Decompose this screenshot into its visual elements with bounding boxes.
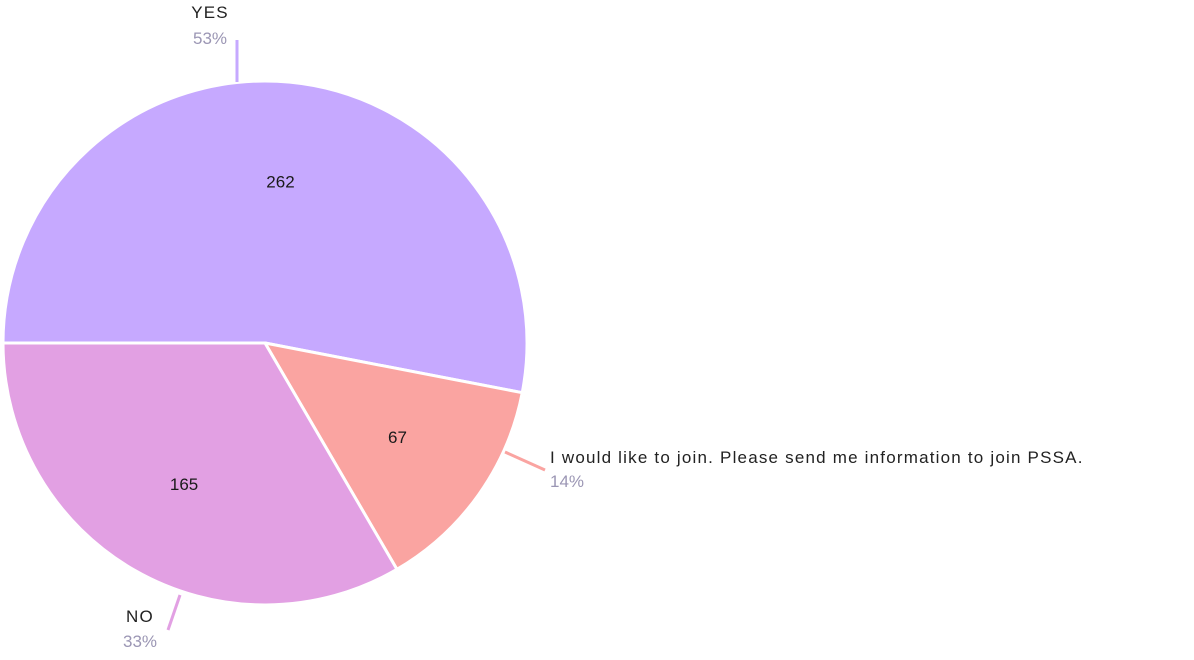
slice-label-i-would-like: I would like to join. Please send me inf… <box>550 448 1084 467</box>
slice-value-yes: 262 <box>266 172 294 191</box>
leader-line-i-would-like <box>504 450 546 472</box>
slice-percent-yes: 53% <box>193 29 227 48</box>
slice-value-no: 165 <box>170 475 198 494</box>
leader-line-no <box>166 594 182 631</box>
pie-slice-i-would-like <box>263 341 524 571</box>
slice-label-yes: YES <box>191 3 229 22</box>
slice-percent-no: 33% <box>123 632 157 651</box>
slice-label-no: NO <box>126 607 154 626</box>
slice-percent-i-would-like: 14% <box>550 472 584 491</box>
pie-slice-yes <box>1 79 529 395</box>
pie-slice-no <box>1 341 399 607</box>
slice-value-i-would-like: 67 <box>388 428 407 447</box>
